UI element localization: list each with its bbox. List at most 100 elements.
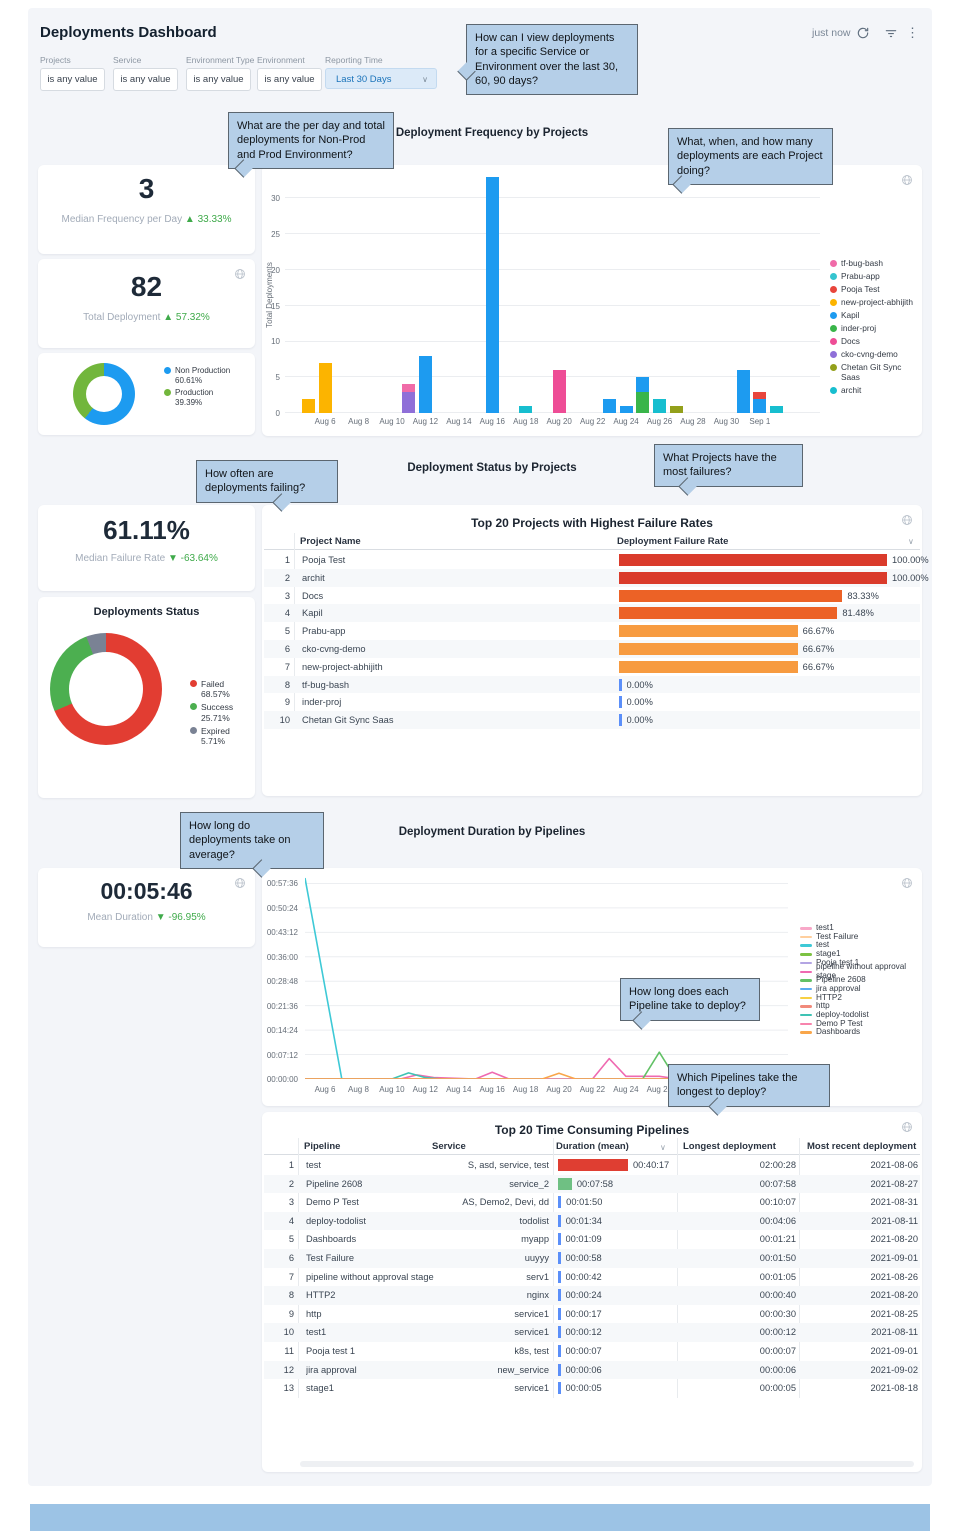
table-row[interactable]: 7 pipeline without approval stage serv1 00:… [264, 1268, 920, 1287]
table-row[interactable]: 5 Prabu-app 66.67% [264, 622, 920, 640]
kebab-menu-icon[interactable]: ⋮ [906, 25, 919, 40]
filter-environment-type[interactable]: is any value [186, 68, 251, 91]
legend-item[interactable]: test1 [800, 923, 922, 933]
table-row[interactable]: 12 jira approval new_service 00:00:06 00:00:… [264, 1360, 920, 1380]
column-header[interactable]: Service [432, 1141, 466, 1152]
failure-rate-bar[interactable] [619, 643, 798, 655]
failure-rate-bar[interactable] [619, 678, 622, 691]
duration-bar[interactable] [558, 1326, 561, 1339]
duration-bar[interactable] [558, 1382, 561, 1395]
filter-service[interactable]: is any value [113, 68, 178, 91]
table-row[interactable]: 6 Test Failure uuyyy 00:00:58 00:01:50 2021-0… [264, 1249, 920, 1268]
bar-segment[interactable] [753, 391, 767, 399]
legend-item[interactable]: HTTP2 [800, 993, 922, 1003]
column-header[interactable]: Most recent deployment [807, 1141, 917, 1152]
filter-icon[interactable] [884, 26, 900, 42]
bar-segment[interactable] [736, 370, 750, 413]
horizontal-scrollbar[interactable] [300, 1461, 914, 1467]
bar-segment[interactable] [301, 398, 315, 413]
failure-rate-bar[interactable] [619, 660, 798, 673]
failure-rate-bar[interactable] [619, 625, 798, 638]
bar-segment[interactable] [770, 405, 784, 413]
bar-segment[interactable] [552, 370, 566, 413]
duration-bar[interactable] [558, 1289, 561, 1302]
column-header[interactable]: Project Name [300, 536, 361, 547]
legend-item[interactable]: deploy-todolist [800, 1010, 922, 1020]
bar-segment[interactable] [753, 398, 767, 413]
failure-rate-bar[interactable] [619, 589, 843, 602]
bar-segment[interactable] [485, 177, 499, 413]
failure-rate-bar[interactable] [619, 714, 622, 727]
legend-item[interactable]: test [800, 941, 922, 950]
failure-rate-bar[interactable] [619, 571, 887, 584]
table-row[interactable]: 1 Pooja Test 100.00% [264, 551, 929, 569]
legend-item[interactable]: Demo P Test [800, 1019, 922, 1029]
legend-item[interactable]: Pooja Test [830, 284, 922, 295]
legend-item[interactable]: tf-bug-bash [830, 258, 922, 269]
table-row[interactable]: 6 cko-cvng-demo 66.67% [264, 640, 920, 658]
table-row[interactable]: 8 HTTP2 nginx 00:00:24 00:00:40 2021-08-20 [264, 1286, 920, 1305]
table-row[interactable]: 9 http service1 00:00:17 00:00:30 2021-08-25 [264, 1305, 920, 1324]
table-row[interactable]: 4 deploy-todolist todolist 00:01:34 00:04:06… [264, 1211, 920, 1231]
duration-bar[interactable] [558, 1252, 561, 1264]
legend-item[interactable]: stage1 [800, 949, 922, 959]
table-row[interactable]: 7 new-project-abhijith 66.67% [264, 658, 920, 676]
column-header[interactable]: Duration (mean) [556, 1141, 629, 1152]
legend-item[interactable]: http [800, 1001, 922, 1011]
table-row[interactable]: 10 test1 service1 00:00:12 00:00:12 2021-08-1… [264, 1323, 920, 1342]
table-row[interactable]: 9 inder-proj 0.00% [264, 693, 920, 711]
table-row[interactable]: 4 Kapil 81.48% [264, 604, 920, 623]
duration-bar[interactable] [558, 1196, 562, 1209]
bar-segment[interactable] [636, 391, 650, 413]
legend-item[interactable]: cko-cvng-demo [830, 349, 922, 360]
column-header[interactable]: Pipeline [304, 1141, 341, 1152]
duration-bar[interactable] [558, 1233, 561, 1246]
bar-segment[interactable] [653, 398, 666, 413]
bar-segment[interactable] [636, 377, 650, 392]
bar-segment[interactable] [669, 405, 683, 413]
table-row[interactable]: 1 test S, asd, service, test 00:40:17 02:00:… [264, 1156, 920, 1175]
legend-item[interactable]: new-project-abhijith [830, 297, 922, 308]
status-donut-chart[interactable] [50, 633, 162, 745]
table-row[interactable]: 5 Dashboards myapp 00:01:09 00:01:21 2021-08-… [264, 1230, 920, 1249]
legend-item[interactable]: Test Failure [800, 932, 922, 942]
duration-bar[interactable] [558, 1214, 561, 1227]
column-header[interactable]: Longest deployment [683, 1141, 776, 1152]
reporting-time-select[interactable]: Last 30 Days ∨ [325, 68, 437, 89]
bar-segment[interactable] [418, 355, 432, 413]
legend-item[interactable]: jira approval [800, 984, 922, 994]
bar-segment[interactable] [602, 398, 616, 413]
duration-bar[interactable] [558, 1177, 572, 1190]
filter-environment[interactable]: is any value [257, 68, 322, 91]
filter-projects[interactable]: is any value [40, 68, 105, 91]
bar-segment[interactable] [402, 391, 416, 413]
refresh-icon[interactable] [856, 26, 872, 42]
environment-donut-chart[interactable] [73, 363, 135, 425]
table-row[interactable]: 10 Chetan Git Sync Saas 0.00% [264, 711, 920, 729]
legend-item[interactable]: archit [830, 385, 922, 396]
legend-item[interactable]: Dashboards [800, 1028, 922, 1037]
legend-item[interactable]: pipeline without approval stage [800, 962, 922, 980]
table-row[interactable]: 11 Pooja test 1 k8s, test 00:00:07 00:00:07 2… [264, 1342, 920, 1361]
bar-segment[interactable] [619, 405, 633, 413]
bar-segment[interactable] [519, 405, 533, 413]
table-row[interactable]: 13 stage1 service1 00:00:05 00:00:05 2021-08-… [264, 1379, 920, 1398]
legend-item[interactable]: Pipeline 2608 [800, 975, 922, 985]
legend-item[interactable]: Prabu-app [830, 271, 922, 282]
failure-rate-bar[interactable] [619, 696, 622, 709]
duration-bar[interactable] [558, 1345, 561, 1357]
bar-segment[interactable] [318, 362, 332, 413]
duration-bar[interactable] [558, 1270, 561, 1283]
bar-segment[interactable] [402, 384, 416, 392]
legend-item[interactable]: Kapil [830, 310, 922, 321]
failure-rate-bar[interactable] [619, 607, 838, 620]
failure-rate-bar[interactable] [619, 554, 887, 566]
column-header[interactable]: Deployment Failure Rate [617, 536, 729, 547]
table-row[interactable]: 8 tf-bug-bash 0.00% [264, 675, 920, 694]
duration-bar[interactable] [558, 1307, 561, 1320]
duration-bar[interactable] [558, 1363, 561, 1376]
table-row[interactable]: 2 archit 100.00% [264, 568, 929, 587]
table-row[interactable]: 3 Demo P Test AS, Demo2, Devi, dd 00:01:50 0… [264, 1193, 920, 1212]
legend-item[interactable]: inder-proj [830, 323, 922, 334]
table-row[interactable]: 3 Docs 83.33% [264, 587, 920, 605]
